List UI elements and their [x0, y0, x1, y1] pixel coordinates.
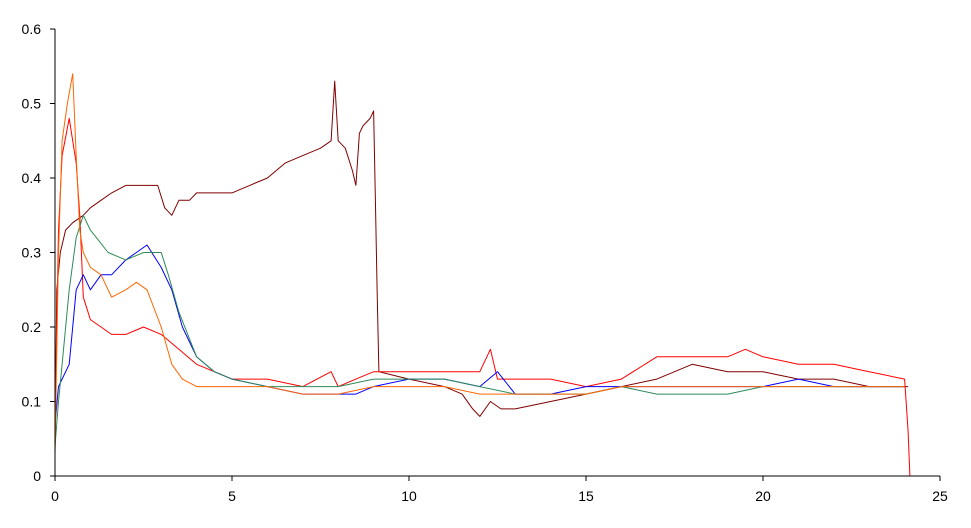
series-line-1 [54, 80, 380, 454]
y-tick-label: 0.3 [22, 245, 42, 261]
y-tick-label: 0.5 [22, 96, 42, 112]
y-tick-label: 0.4 [22, 170, 42, 186]
y-axis-ticks: 0 0.1 0.2 0.3 0.4 0.5 0.6 [22, 21, 55, 484]
x-tick-label: 15 [578, 488, 594, 504]
series-layer [54, 73, 911, 477]
x-tick-label: 0 [51, 488, 59, 504]
y-tick-label: 0.2 [22, 319, 42, 335]
y-tick-label: 0.6 [22, 21, 42, 37]
y-tick-label: 0.1 [22, 394, 42, 410]
x-tick-label: 10 [401, 488, 417, 504]
series-line-5 [54, 214, 905, 447]
x-tick-label: 25 [932, 488, 948, 504]
y-tick-label: 0 [33, 468, 41, 484]
x-tick-label: 5 [228, 488, 236, 504]
x-tick-label: 20 [755, 488, 771, 504]
series-line-3 [54, 117, 911, 477]
series-line-4 [54, 244, 905, 424]
series-line-6 [54, 73, 905, 454]
x-axis-ticks: 0 5 10 15 20 25 [51, 476, 948, 504]
